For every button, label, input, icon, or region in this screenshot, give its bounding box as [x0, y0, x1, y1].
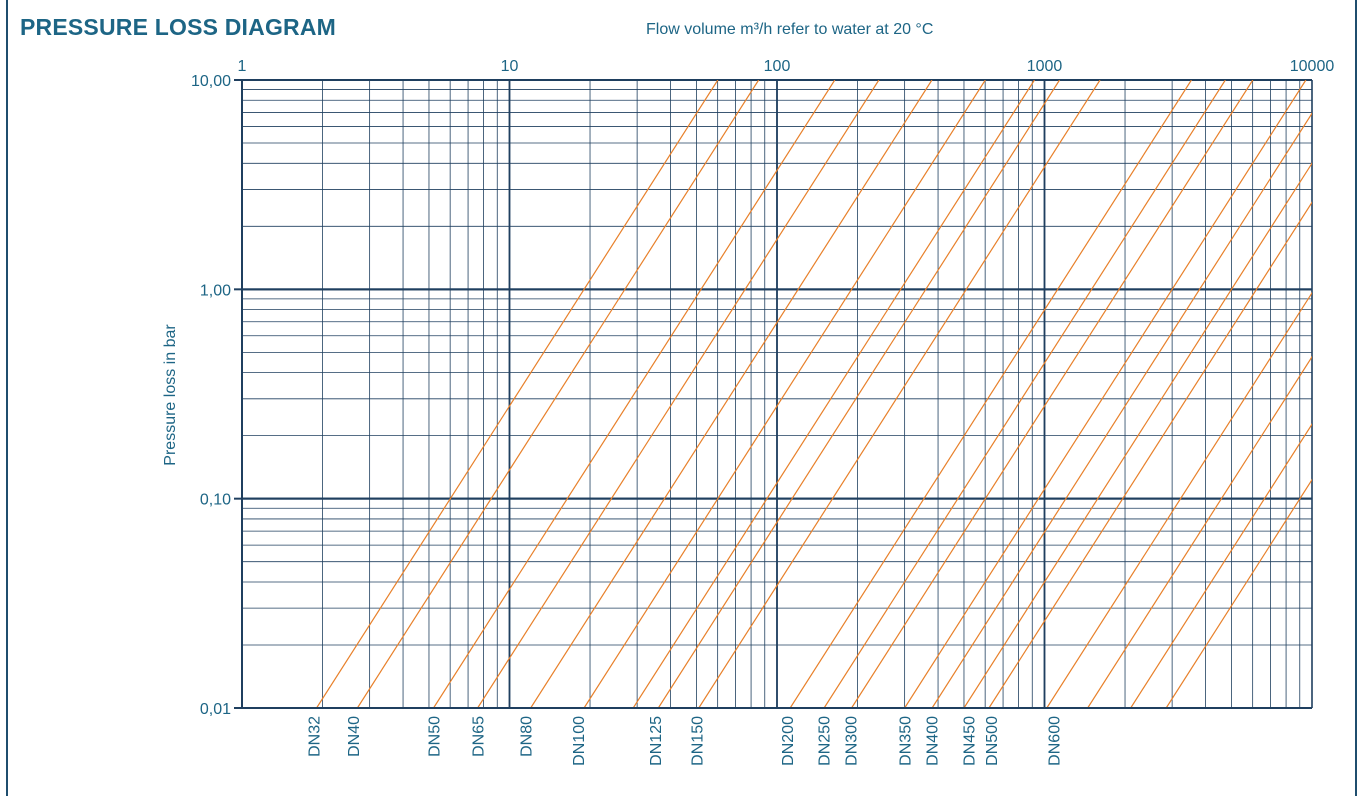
dn-label-dn80: DN80	[519, 716, 536, 757]
series-line-dn600	[1130, 423, 1312, 708]
dn-label-dn32: DN32	[306, 716, 323, 757]
x-tick-label: 10000	[1290, 58, 1335, 75]
y-tick-label: 0,10	[200, 492, 231, 509]
series-line-dn250	[823, 80, 1226, 708]
series-lines	[316, 80, 1312, 708]
dn-label-dn600: DN600	[1046, 716, 1063, 766]
y-tick-label: 0,01	[200, 701, 231, 718]
dn-label-dn50: DN50	[427, 716, 444, 757]
series-line-dn450	[963, 162, 1312, 708]
dn-label-dn200: DN200	[780, 716, 797, 766]
series-line-dn80	[583, 80, 986, 708]
x-tick-labels: 1 10 100 1000 10000	[238, 58, 1335, 75]
series-line-dn500	[988, 201, 1312, 708]
chart-frame	[6, 0, 1357, 796]
series-line-dn125	[657, 80, 1061, 708]
dn-label-dn150: DN150	[689, 716, 706, 766]
y-tick-labels: 10,00 1,00 0,10 0,01	[191, 73, 231, 718]
dn-label-dn250: DN250	[816, 716, 833, 766]
chart-title: PRESSURE LOSS DIAGRAM	[20, 14, 337, 40]
series-line-dn400	[931, 112, 1312, 708]
series-line-dn40	[433, 80, 836, 708]
axis-lines	[234, 79, 1312, 709]
series-line-dn600	[1046, 291, 1312, 708]
series-line-dn32	[316, 80, 719, 708]
x-tick-label: 100	[764, 58, 791, 75]
series-line-dn100	[632, 80, 1035, 708]
grid-major	[241, 79, 1313, 709]
series-line-dn32	[356, 80, 760, 708]
y-tick-label: 1,00	[200, 282, 231, 299]
x-tick-label: 1	[238, 58, 247, 75]
x-axis-label: Flow volume m³/h refer to water at 20 °C	[646, 21, 934, 38]
y-tick-label: 10,00	[191, 73, 231, 90]
dn-label-dn500: DN500	[984, 716, 1001, 766]
series-line-dn150	[698, 80, 1101, 708]
x-tick-label: 10	[501, 58, 519, 75]
series-line-dn65	[530, 80, 933, 708]
dn-label-dn450: DN450	[962, 716, 979, 766]
series-line-dn600	[1087, 355, 1312, 708]
dn-label-dn300: DN300	[843, 716, 860, 766]
dn-labels: DN32 DN40 DN50 DN65 DN80 DN100 DN125 DN150 DN200…	[306, 716, 1063, 766]
dn-label-dn40: DN40	[346, 716, 363, 757]
dn-label-dn400: DN400	[924, 716, 941, 766]
series-line-dn50	[477, 80, 880, 708]
dn-label-dn100: DN100	[571, 716, 588, 766]
series-line-dn300	[851, 80, 1254, 708]
dn-label-dn125: DN125	[648, 716, 665, 766]
series-line-dn200	[789, 80, 1192, 708]
dn-label-dn350: DN350	[898, 716, 915, 766]
x-tick-label: 1000	[1027, 58, 1063, 75]
series-line-dn350	[904, 80, 1307, 708]
dn-label-dn65: DN65	[471, 716, 488, 757]
series-line-dn600	[1165, 478, 1312, 708]
